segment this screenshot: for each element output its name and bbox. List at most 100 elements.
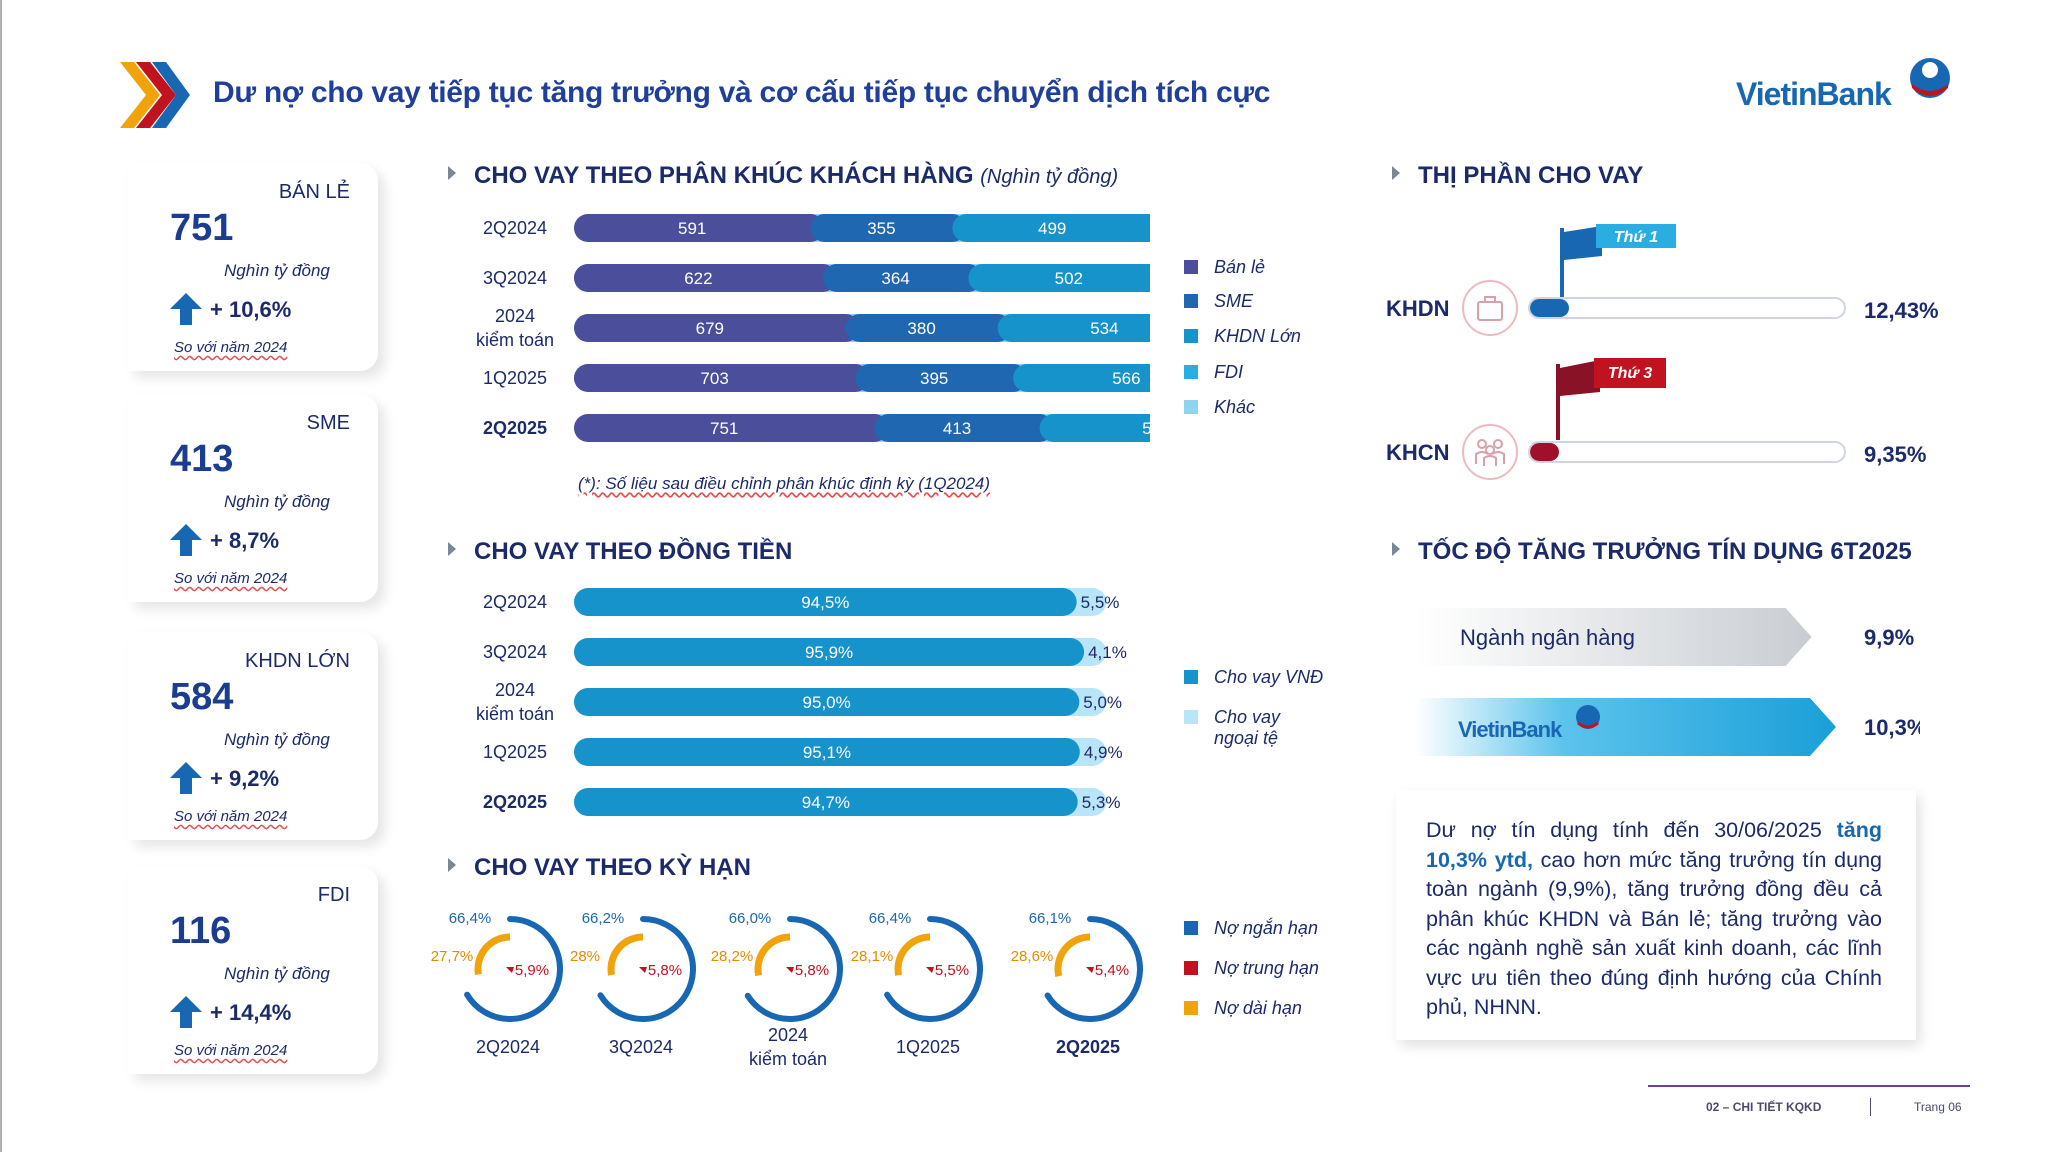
category-label-line: 1Q2025 xyxy=(896,1037,960,1057)
bar-segment-0 xyxy=(574,264,837,292)
category-label: 2Q2024 xyxy=(483,592,547,612)
section-title: CHO VAY THEO KỲ HẠN xyxy=(474,854,751,881)
category-label-line: 2Q2025 xyxy=(483,418,547,438)
bar-segment-1 xyxy=(810,214,967,242)
ring-category-label: 2024 kiểm toán xyxy=(749,1025,827,1069)
section-title: CHO VAY THEO ĐỒNG TIỀN xyxy=(474,538,793,565)
ring-label-long-term: 28,1% xyxy=(851,948,894,965)
category-label-line: 2Q2024 xyxy=(483,592,547,612)
legend-swatch xyxy=(1184,961,1198,975)
vietinbank-logo: VietinBank xyxy=(1736,54,1956,120)
category-label-line: 1Q2025 xyxy=(483,368,547,388)
ring-segment-short-term xyxy=(1044,916,1143,1022)
summary-text-part: Dư nợ tín dụng tính đến 30/06/2025 xyxy=(1426,818,1837,842)
legend-item-vnd: Cho vay VNĐ xyxy=(1184,667,1323,688)
kpi-value: 413 xyxy=(170,438,234,480)
bar-value-label: 5,3% xyxy=(1082,793,1121,812)
rank-flag-khdn: Thứ 1 xyxy=(1560,224,1676,302)
category-label-line: 3Q2024 xyxy=(483,268,547,288)
bar-value-label: 95,9% xyxy=(805,643,853,662)
rank-label: Thứ 1 xyxy=(1614,229,1658,246)
section-header-segment: CHO VAY THEO PHÂN KHÚC KHÁCH HÀNG (Nghìn… xyxy=(448,162,1118,190)
bar-segment-2 xyxy=(1039,414,1150,442)
vietinbank-emblem-icon xyxy=(1576,705,1600,729)
category-label-line: 2Q2024 xyxy=(476,1037,540,1057)
share-bar-khdn xyxy=(1528,297,1846,319)
category-label: 2Q2025 xyxy=(483,792,547,812)
bar-value-label: 622 xyxy=(684,269,712,288)
kpi-title: FDI xyxy=(317,884,350,906)
bar-segment-vnd xyxy=(574,638,1085,666)
ring-mid-term-marker xyxy=(639,967,647,973)
share-label-khdn: KHDN xyxy=(1386,296,1450,321)
growth-bar-label: Ngành ngân hàng xyxy=(1460,625,1635,650)
legend-item-khdn-lon: KHDN Lớn xyxy=(1184,326,1301,347)
footer-page: Trang 06 xyxy=(1914,1100,1962,1114)
section-header-currency: CHO VAY THEO ĐỒNG TIỀN xyxy=(448,538,792,566)
ring-label-short-term: 66,1% xyxy=(1029,910,1072,927)
arrow-up-icon xyxy=(170,293,202,325)
bar-value-label: 5,5% xyxy=(1081,593,1120,612)
section-unit: (Nghìn tỷ đồng) xyxy=(980,166,1119,188)
bar-value-label: 4,1% xyxy=(1088,643,1127,662)
bar-segment-0 xyxy=(574,364,870,392)
legend-label: Cho vay VNĐ xyxy=(1214,667,1324,687)
ring-label-mid-term: 5,9% xyxy=(515,962,549,979)
growth-value-label: 9,9% xyxy=(1864,625,1914,650)
legend-swatch xyxy=(1184,260,1198,274)
share-value-khdn: 12,43% xyxy=(1864,298,1939,323)
legend-item-ban-le: Bán lẻ xyxy=(1184,257,1265,278)
category-label-line: 2Q2025 xyxy=(483,792,547,812)
kpi-unit: Nghìn tỷ đồng xyxy=(224,964,330,983)
legend-label: Nợ trung hạn xyxy=(1214,958,1319,978)
bar-value-label: 566 xyxy=(1112,369,1140,388)
category-label: 3Q2024 xyxy=(483,642,547,662)
share-label-khcn: KHCN xyxy=(1386,440,1450,465)
ring-segment-long-term xyxy=(894,933,931,976)
kpi-unit: Nghìn tỷ đồng xyxy=(224,492,330,511)
legend-label: Nợ ngắn hạn xyxy=(1214,918,1318,938)
kpi-value: 584 xyxy=(170,676,234,718)
category-label-line: 3Q2024 xyxy=(483,642,547,662)
category-label-line: 2Q2024 xyxy=(483,218,547,238)
section-title: CHO VAY THEO PHÂN KHÚC KHÁCH HÀNG xyxy=(474,162,974,189)
kpi-compare: So với năm 2024 xyxy=(174,1042,288,1059)
arrow-up-icon xyxy=(170,996,202,1028)
bar-value-label: 591 xyxy=(678,219,706,238)
section-header-term: CHO VAY THEO KỲ HẠN xyxy=(448,854,751,882)
left-edge-line xyxy=(0,0,2,1152)
category-label: 2024 kiểm toán xyxy=(476,306,554,350)
kpi-growth: + 9,2% xyxy=(210,766,280,791)
category-label-line: 2024 xyxy=(495,306,535,326)
ring-label-long-term: 28,2% xyxy=(711,948,754,965)
legend-label: SME xyxy=(1214,291,1254,311)
ring-category-label: 3Q2024 xyxy=(609,1037,673,1057)
ring-mid-term-marker xyxy=(1086,967,1094,973)
bar-segment-2 xyxy=(952,214,1150,242)
kpi-unit: Nghìn tỷ đồng xyxy=(224,730,330,749)
ring-segment-short-term xyxy=(597,916,696,1022)
summary-highlight: tăng 10,3% ytd, xyxy=(1426,818,1882,872)
category-label-line: kiểm toán xyxy=(749,1049,827,1069)
legend-item-trung-han: Nợ trung hạn xyxy=(1184,958,1319,979)
category-label-line: 2024 xyxy=(768,1025,808,1045)
arrow-up-icon xyxy=(170,762,202,794)
kpi-growth: + 14,4% xyxy=(210,1000,292,1025)
bar-value-label: 751 xyxy=(710,419,738,438)
legend-label: Khác xyxy=(1214,397,1256,417)
kpi-growth: + 10,6% xyxy=(210,297,292,322)
bar-segment-vnd xyxy=(574,788,1078,816)
ring-label-short-term: 66,4% xyxy=(449,910,492,927)
ring-label-long-term: 28% xyxy=(570,948,600,965)
ring-category-label: 2Q2024 xyxy=(476,1037,540,1057)
kpi-card-fdi: FDI 116 Nghìn tỷ đồng + 14,4% So với năm… xyxy=(128,866,378,1074)
triangle-bullet-icon xyxy=(448,542,456,556)
category-label-line: kiểm toán xyxy=(476,330,554,350)
legend-swatch xyxy=(1184,1001,1198,1015)
bar-segment-vnd xyxy=(574,738,1080,766)
legend-item-ngoai-te: Cho vay ngoại tệ xyxy=(1184,707,1324,749)
triangle-bullet-icon xyxy=(448,858,456,872)
kpi-title: KHDN LỚN xyxy=(245,650,350,672)
rank-label: Thứ 3 xyxy=(1608,365,1652,382)
kpi-card-ban-le: BÁN LẺ 751 Nghìn tỷ đồng + 10,6% So với … xyxy=(128,163,378,371)
